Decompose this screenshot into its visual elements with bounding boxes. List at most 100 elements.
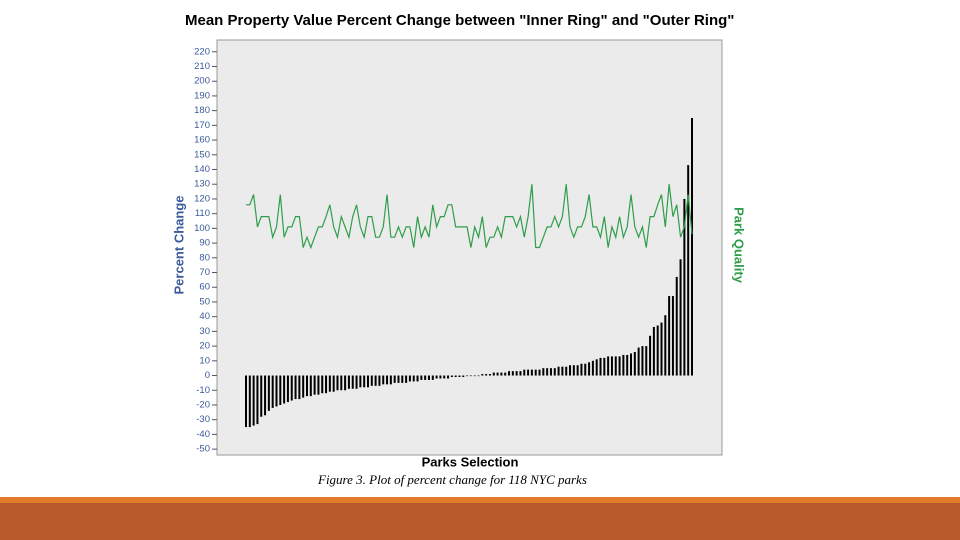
bar — [542, 368, 545, 376]
line — [246, 184, 693, 250]
bar — [473, 375, 476, 377]
bar — [569, 365, 572, 376]
bar — [675, 276, 678, 376]
bar — [317, 375, 320, 395]
y-tick-label: 160 — [194, 135, 210, 146]
bar — [378, 375, 381, 386]
bar — [622, 354, 625, 376]
y-tick-label: 20 — [199, 341, 210, 352]
bar — [607, 356, 610, 376]
y-tick-label: 0 — [205, 370, 210, 381]
bar — [325, 375, 328, 394]
bar — [370, 375, 373, 386]
bar — [347, 375, 350, 389]
bar — [397, 375, 400, 383]
y-tick-label: 150 — [194, 149, 210, 160]
bar — [527, 369, 530, 376]
bar — [271, 375, 274, 408]
bar — [515, 371, 518, 376]
bar — [363, 375, 366, 388]
bar — [450, 375, 453, 378]
y-tick-label: 220 — [194, 46, 210, 57]
bar — [492, 372, 495, 376]
bar — [267, 375, 270, 411]
y-tick-label: 90 — [199, 238, 210, 249]
chart-title: Mean Property Value Percent Change betwe… — [185, 12, 734, 29]
bar — [389, 375, 392, 385]
y-tick-label: -50 — [196, 444, 210, 455]
bar — [576, 365, 579, 376]
bar — [618, 356, 621, 376]
bar — [671, 296, 674, 376]
bar — [447, 375, 450, 379]
bar — [260, 375, 263, 417]
accent-stripe — [0, 497, 960, 503]
bar — [599, 357, 602, 376]
bar — [279, 375, 282, 405]
y-tick-label: -30 — [196, 414, 210, 425]
y-tick-label: 170 — [194, 120, 210, 131]
bar — [687, 165, 690, 376]
bar — [245, 375, 247, 428]
bar — [408, 375, 411, 382]
bar — [656, 325, 659, 376]
bar — [328, 375, 331, 392]
bar — [668, 296, 671, 376]
bar — [313, 375, 316, 395]
bar — [454, 375, 457, 378]
y-tick-label: 100 — [194, 223, 210, 234]
bar — [290, 375, 293, 401]
y-tick-label: 10 — [199, 355, 210, 366]
bar — [382, 375, 385, 385]
bar — [405, 375, 408, 383]
bar — [534, 369, 537, 376]
bar — [683, 198, 686, 376]
bar — [355, 375, 358, 389]
bar — [591, 360, 594, 376]
bar — [321, 375, 324, 394]
y-tick-label: 30 — [199, 326, 210, 337]
bar — [366, 375, 369, 388]
bar — [610, 356, 613, 376]
bar — [691, 117, 693, 376]
bar — [420, 375, 423, 380]
bar — [485, 374, 488, 376]
bar — [481, 374, 484, 376]
bar — [412, 375, 415, 382]
bar — [557, 366, 560, 376]
bar — [572, 365, 575, 376]
y-axis-label: Percent Change — [171, 196, 186, 295]
bar — [508, 371, 511, 376]
bar — [443, 375, 446, 379]
plot-area — [216, 39, 723, 456]
bar — [664, 315, 667, 376]
bar — [641, 346, 644, 376]
bar — [309, 375, 312, 397]
y-tick-label: 50 — [199, 296, 210, 307]
bar — [264, 375, 267, 416]
y2-axis-label: Park Quality — [732, 207, 747, 284]
bar — [435, 375, 438, 379]
bar — [488, 374, 491, 376]
bar — [477, 375, 480, 377]
bar — [283, 375, 286, 404]
caption-backdrop — [300, 468, 640, 497]
y-tick-label: 120 — [194, 193, 210, 204]
bar — [466, 375, 469, 377]
y-tick-label: 140 — [194, 164, 210, 175]
bar — [386, 375, 389, 385]
bar — [660, 322, 663, 376]
bar — [679, 259, 682, 376]
bar — [595, 359, 598, 376]
bar — [553, 368, 556, 376]
bar — [649, 335, 652, 376]
y-tick-label: -10 — [196, 385, 210, 396]
bar — [431, 375, 434, 380]
bar — [469, 375, 472, 377]
bar — [302, 375, 305, 398]
bar — [305, 375, 308, 397]
bar — [504, 372, 507, 376]
bar — [633, 351, 636, 376]
